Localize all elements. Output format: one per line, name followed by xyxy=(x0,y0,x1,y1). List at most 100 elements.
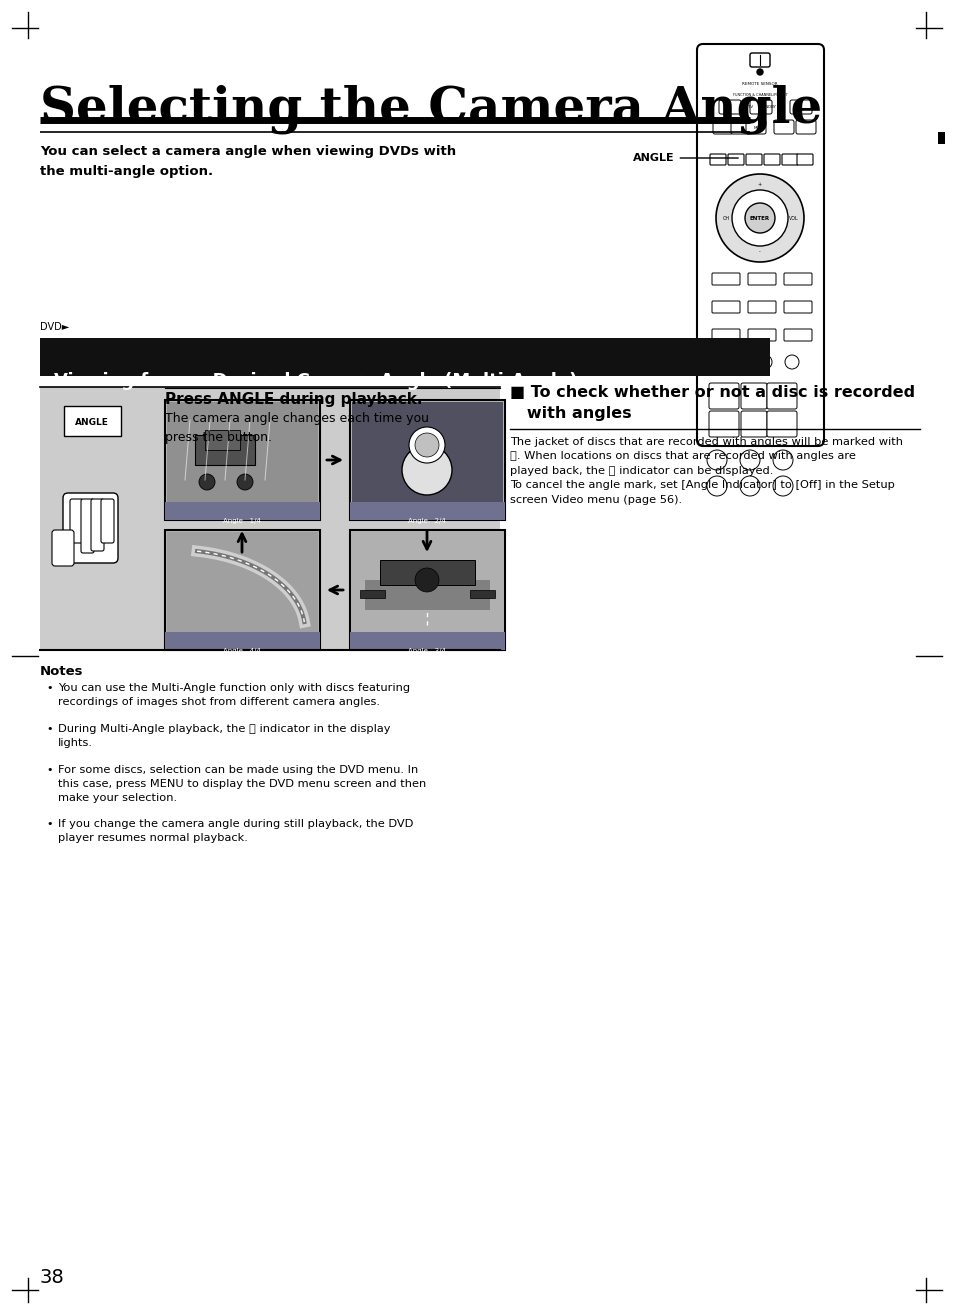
Text: Press ANGLE during playback.: Press ANGLE during playback. xyxy=(165,393,422,407)
Text: •: • xyxy=(46,723,52,734)
FancyBboxPatch shape xyxy=(747,330,775,341)
Text: •: • xyxy=(46,819,52,829)
Circle shape xyxy=(784,355,799,369)
FancyBboxPatch shape xyxy=(766,383,796,410)
Bar xyxy=(352,532,502,632)
Bar xyxy=(167,532,317,632)
Bar xyxy=(350,502,504,520)
FancyBboxPatch shape xyxy=(727,154,743,165)
FancyBboxPatch shape xyxy=(711,301,740,312)
Text: ■ To check whether or not a disc is recorded
   with angles: ■ To check whether or not a disc is reco… xyxy=(510,385,914,421)
Text: -: - xyxy=(759,249,760,255)
Bar xyxy=(470,590,495,597)
Circle shape xyxy=(703,355,718,369)
FancyBboxPatch shape xyxy=(749,53,769,67)
Circle shape xyxy=(740,450,760,470)
FancyBboxPatch shape xyxy=(81,499,94,553)
FancyBboxPatch shape xyxy=(747,301,775,312)
Circle shape xyxy=(772,450,792,470)
FancyBboxPatch shape xyxy=(783,301,811,312)
Bar xyxy=(350,400,504,520)
Text: The jacket of discs that are recorded with angles will be marked with
ⓐ. When lo: The jacket of discs that are recorded wi… xyxy=(510,437,902,504)
Text: 38: 38 xyxy=(40,1268,65,1287)
Bar xyxy=(359,590,385,597)
Text: DVD►: DVD► xyxy=(40,322,70,332)
Text: The camera angle changes each time you
press the button.: The camera angle changes each time you p… xyxy=(165,412,429,444)
FancyBboxPatch shape xyxy=(783,273,811,285)
FancyBboxPatch shape xyxy=(773,119,793,134)
FancyBboxPatch shape xyxy=(783,330,811,341)
Bar xyxy=(194,435,254,465)
Circle shape xyxy=(415,433,438,457)
FancyBboxPatch shape xyxy=(101,499,113,544)
Text: During Multi-Angle playback, the ⓐ indicator in the display
lights.: During Multi-Angle playback, the ⓐ indic… xyxy=(58,723,390,748)
Bar xyxy=(205,429,240,450)
Circle shape xyxy=(199,474,214,490)
Bar xyxy=(165,400,319,520)
Text: You can select a camera angle when viewing DVDs with
the multi-angle option.: You can select a camera angle when viewi… xyxy=(40,144,456,179)
FancyBboxPatch shape xyxy=(719,100,740,114)
Circle shape xyxy=(415,569,438,592)
Text: ENTER: ENTER xyxy=(749,215,769,221)
FancyBboxPatch shape xyxy=(795,119,815,134)
FancyBboxPatch shape xyxy=(711,273,740,285)
Text: Notes: Notes xyxy=(40,664,84,678)
Circle shape xyxy=(740,477,760,496)
Text: Viewing from a Desired Camera Angle (Multi-Angle): Viewing from a Desired Camera Angle (Mul… xyxy=(54,372,577,390)
Text: Selecting the Camera Angle: Selecting the Camera Angle xyxy=(40,85,821,134)
Text: Angle   4/4: Angle 4/4 xyxy=(223,649,260,654)
FancyBboxPatch shape xyxy=(740,383,766,410)
Circle shape xyxy=(757,70,762,75)
FancyBboxPatch shape xyxy=(745,154,761,165)
Text: FUNCTION & CHANNEL/PRESET: FUNCTION & CHANNEL/PRESET xyxy=(732,93,786,97)
FancyBboxPatch shape xyxy=(708,383,739,410)
FancyBboxPatch shape xyxy=(709,154,725,165)
Bar xyxy=(350,632,504,650)
Text: REMOTE SENSOR: REMOTE SENSOR xyxy=(741,81,777,85)
Bar xyxy=(352,402,502,502)
FancyBboxPatch shape xyxy=(781,154,797,165)
Text: Angle   2/4: Angle 2/4 xyxy=(408,519,445,524)
Text: ANGLE: ANGLE xyxy=(75,418,109,427)
Bar xyxy=(379,561,475,586)
Circle shape xyxy=(401,445,452,495)
Circle shape xyxy=(236,474,253,490)
Circle shape xyxy=(731,190,787,246)
Circle shape xyxy=(706,450,726,470)
Bar xyxy=(40,387,499,650)
Bar xyxy=(64,406,121,436)
Circle shape xyxy=(758,355,771,369)
FancyBboxPatch shape xyxy=(70,499,83,544)
FancyBboxPatch shape xyxy=(763,154,780,165)
Bar xyxy=(165,502,319,520)
FancyBboxPatch shape xyxy=(712,119,732,134)
Text: If you change the camera angle during still playback, the DVD
player resumes nor: If you change the camera angle during st… xyxy=(58,819,413,843)
Text: •: • xyxy=(46,683,52,693)
FancyBboxPatch shape xyxy=(747,273,775,285)
FancyBboxPatch shape xyxy=(745,119,765,134)
Text: Angle   3/4: Angle 3/4 xyxy=(408,649,445,654)
Text: You can use the Multi-Angle function only with discs featuring
recordings of ima: You can use the Multi-Angle function onl… xyxy=(58,683,410,706)
Circle shape xyxy=(744,204,774,232)
Text: +: + xyxy=(757,181,761,186)
Bar xyxy=(167,402,317,502)
FancyBboxPatch shape xyxy=(730,119,750,134)
FancyBboxPatch shape xyxy=(91,499,104,551)
Text: CH: CH xyxy=(721,215,729,221)
Circle shape xyxy=(730,355,744,369)
Bar xyxy=(165,530,319,650)
FancyBboxPatch shape xyxy=(789,100,811,114)
FancyBboxPatch shape xyxy=(708,411,739,437)
Circle shape xyxy=(772,477,792,496)
Bar xyxy=(350,530,504,650)
Text: ANGLE: ANGLE xyxy=(633,154,738,163)
Text: VOL: VOL xyxy=(788,215,798,221)
Text: For some discs, selection can be made using the DVD menu. In
this case, press ME: For some discs, selection can be made us… xyxy=(58,765,426,804)
Circle shape xyxy=(716,175,803,263)
FancyBboxPatch shape xyxy=(796,154,812,165)
FancyBboxPatch shape xyxy=(63,492,118,563)
Text: •: • xyxy=(46,765,52,775)
FancyBboxPatch shape xyxy=(740,411,766,437)
FancyBboxPatch shape xyxy=(697,45,823,446)
Bar xyxy=(937,133,944,144)
